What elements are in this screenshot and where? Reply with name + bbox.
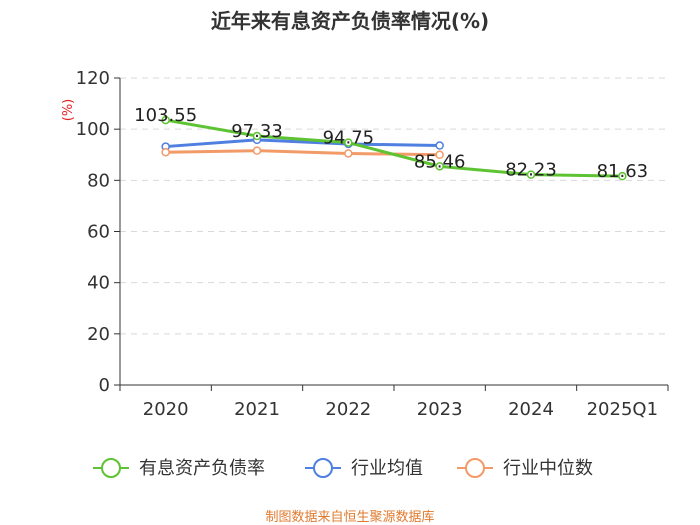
x-tick-label-2021: 2021 (234, 399, 280, 420)
series-2-point-2022 (344, 149, 353, 158)
legend-marker-0 (101, 458, 121, 478)
series-0-point-2020 (161, 115, 170, 125)
x-tick-label-2022: 2022 (325, 399, 371, 420)
data-label-2025Q1: 81.63 (597, 161, 649, 182)
y-tick-label-80: 80 (87, 170, 110, 191)
grid-lines (120, 77, 668, 335)
series-0-point-2023 (435, 162, 444, 171)
data-label-2022: 94.75 (323, 128, 375, 149)
data-label-2023: 85.46 (414, 151, 466, 172)
series-0-point-2025Q1 (618, 171, 627, 181)
y-tick-label-20: 20 (87, 324, 110, 345)
y-tick-label-100: 100 (76, 119, 110, 140)
x-tick-label-2025Q1: 2025Q1 (587, 399, 658, 420)
source-note: 制图数据来自恒生聚源数据库 (265, 509, 434, 525)
x-tick-label-2024: 2024 (508, 399, 554, 420)
series-2-point-2021 (252, 146, 262, 155)
data-label-2024: 82.23 (505, 160, 557, 181)
legend-marker-1 (313, 458, 333, 478)
y-tick-label-40: 40 (87, 273, 110, 294)
x-tick-label-2023: 2023 (417, 399, 463, 420)
y-tick-label-120: 120 (76, 68, 110, 89)
legend-label-2: 行业中位数 (503, 458, 593, 479)
legend-label-1: 行业均值 (351, 458, 423, 479)
axes: 0 20 40 60 80 100 120 2020 2021 2022 2023 2024 2025Q… (76, 68, 669, 420)
chart-title: 近年来有息资产负债率情况(%) (211, 9, 489, 33)
y-tick-label-0: 0 (99, 375, 110, 396)
series-line-0 (165, 118, 623, 178)
y-axis-unit: (%) (61, 99, 76, 122)
x-tick-label-2020: 2020 (143, 399, 189, 420)
series-0-point-2024 (526, 170, 536, 179)
data-labels: 103.55 97.33 94.75 85.46 82.23 81.63 (134, 105, 648, 182)
data-label-2021: 97.33 (231, 121, 283, 142)
y-tick-label-60: 60 (87, 222, 110, 243)
series-2-point-2020 (161, 147, 170, 157)
series-2-point-2023 (435, 150, 444, 159)
series-0-point-2021 (252, 131, 262, 141)
legend: 有息资产负债率 行业均值 行业中位数 (93, 458, 593, 479)
series-line-1 (165, 138, 440, 149)
legend-marker-2 (465, 458, 485, 478)
data-label-2020: 103.55 (134, 105, 197, 126)
series-0-point-2022 (344, 138, 353, 147)
series-1-point-2023 (435, 141, 444, 150)
legend-label-0: 有息资产负债率 (139, 458, 265, 479)
series-layer (161, 115, 627, 181)
